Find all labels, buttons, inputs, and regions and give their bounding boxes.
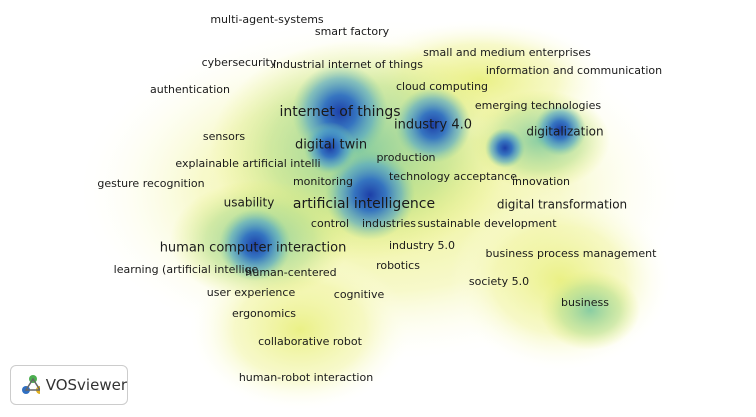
vosviewer-logo: VOSviewer [10,365,128,405]
term-label: digitalization [526,125,603,139]
term-label: authentication [150,83,230,96]
logo-text: VOSviewer [45,376,127,394]
term-label: business process management [486,247,658,260]
term-label: monitoring [293,175,353,188]
term-label: information and communication [486,64,662,77]
term-label: gesture recognition [97,177,204,190]
term-label: internet of things [279,104,400,120]
term-label: small and medium enterprises [423,46,591,59]
term-label: human-robot interaction [239,371,373,384]
term-label: collaborative robot [258,335,362,348]
term-label: digital twin [295,138,367,153]
term-label: explainable artificial intelli [175,157,320,170]
term-label: technology acceptance [389,170,517,183]
term-label: business [561,296,609,309]
term-label: emerging technologies [475,99,601,112]
term-label: society 5.0 [469,275,529,288]
term-label: multi-agent-systems [210,13,324,26]
term-label: sensors [203,130,245,143]
term-label: industry 5.0 [389,239,455,252]
term-label: user experience [207,286,296,299]
term-label: digital transformation [497,198,627,212]
term-label: production [376,151,435,164]
density-layer [80,20,680,410]
term-label: learning (artificial intellige [114,263,259,276]
logo-icon [22,375,40,394]
term-label: sustainable development [417,217,557,230]
term-label: cognitive [334,288,385,301]
term-label: industry 4.0 [394,118,472,133]
term-label: smart factory [315,25,390,38]
term-label: robotics [376,259,420,272]
term-label: cloud computing [396,80,488,93]
term-label: cybersecurity [202,56,277,69]
term-label: industries [362,217,416,230]
term-label: human computer interaction [160,241,347,256]
term-label: human-centered [245,266,336,279]
term-label: control [311,217,349,230]
term-label: innovation [512,175,570,188]
term-label: artificial intelligence [293,196,435,212]
term-label: usability [224,196,275,210]
term-label: industrial internet of things [273,58,423,71]
term-label: ergonomics [232,307,296,320]
